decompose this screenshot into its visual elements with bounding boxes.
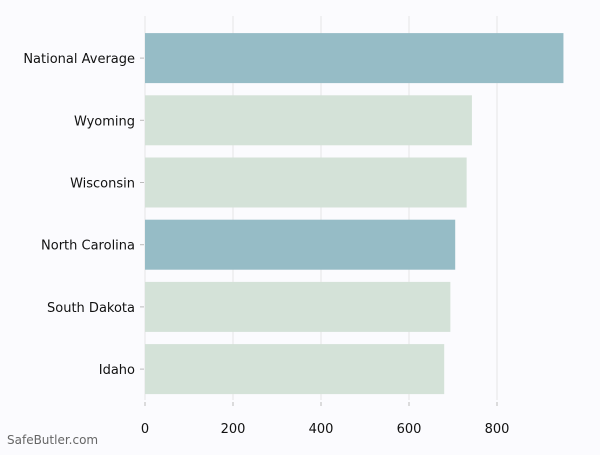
x-tick-label: 800 [485, 422, 510, 437]
bar-south-dakota [145, 281, 451, 332]
bar-idaho [145, 344, 445, 395]
category-label: North Carolina [41, 239, 135, 254]
category-label: South Dakota [47, 301, 135, 316]
x-tick-label: 600 [397, 422, 422, 437]
watermark: SafeButler.com [7, 433, 99, 447]
x-tick-label: 0 [141, 422, 149, 437]
category-label: Wyoming [74, 114, 135, 129]
bar-wyoming [145, 95, 472, 146]
x-tick-label: 400 [309, 422, 334, 437]
category-label: Wisconsin [70, 177, 135, 192]
bar-national-average [145, 33, 564, 84]
category-label: Idaho [99, 363, 135, 378]
bar-wisconsin [145, 157, 467, 208]
x-tick-label: 200 [221, 422, 246, 437]
axes: 0 200 400 600 800 National Average Wyoming Wisc… [23, 52, 509, 437]
bars [145, 33, 564, 395]
bar-north-carolina [145, 219, 456, 270]
category-label: National Average [23, 52, 135, 67]
